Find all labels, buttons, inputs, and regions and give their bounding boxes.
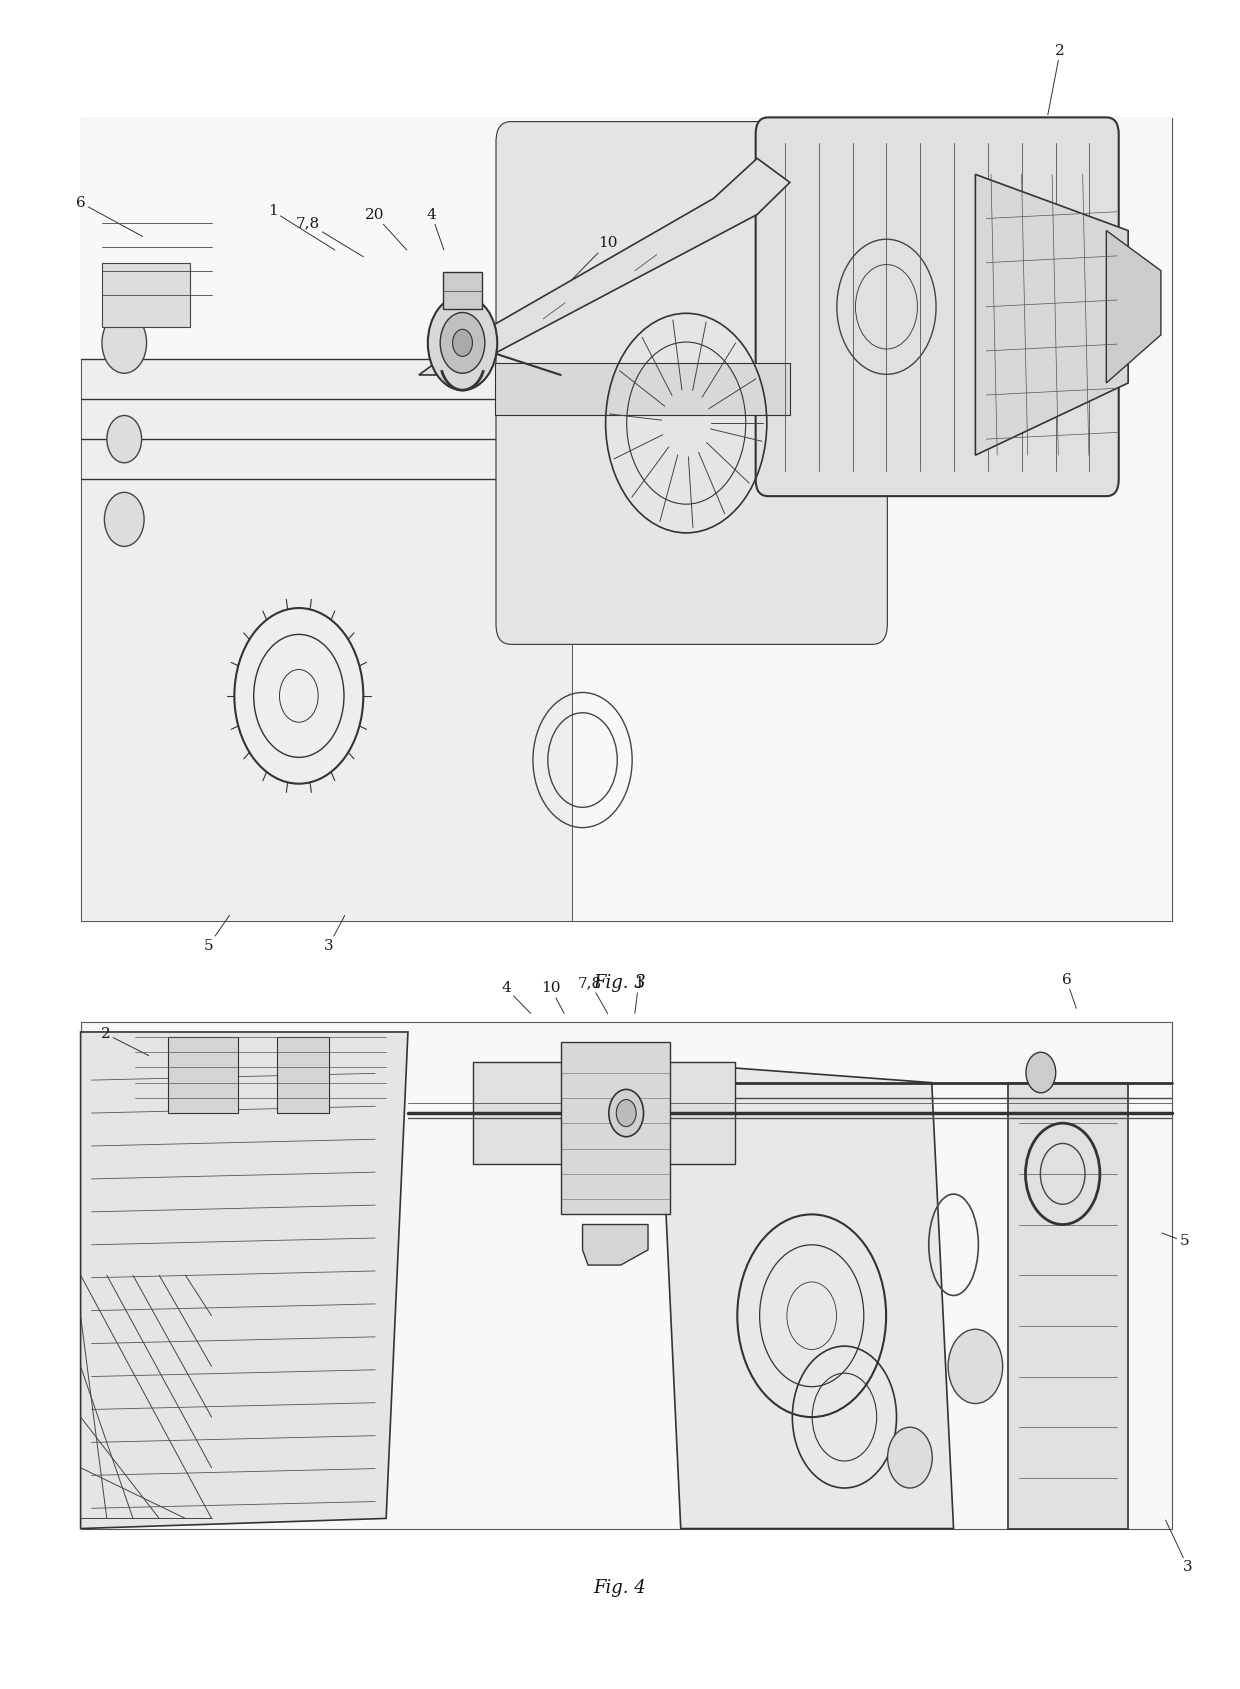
Circle shape (609, 1089, 644, 1137)
Text: 2: 2 (1048, 44, 1065, 115)
Circle shape (102, 312, 146, 373)
Circle shape (440, 312, 485, 373)
Bar (495, 363, 790, 415)
Text: Fig. 3: Fig. 3 (594, 975, 646, 991)
Circle shape (616, 1100, 636, 1127)
Text: 1: 1 (268, 204, 335, 250)
Polygon shape (976, 174, 1128, 456)
Circle shape (428, 296, 497, 390)
FancyBboxPatch shape (496, 122, 888, 645)
Circle shape (107, 415, 141, 463)
Polygon shape (658, 1062, 954, 1529)
Bar (277, 1037, 330, 1113)
Circle shape (949, 1329, 1003, 1404)
Bar (103, 263, 190, 328)
Text: 1: 1 (634, 976, 644, 1013)
Bar (1008, 1083, 1128, 1529)
Text: 4: 4 (501, 981, 531, 1013)
Circle shape (1025, 1052, 1055, 1093)
Text: 20: 20 (365, 208, 407, 250)
Bar (81, 118, 1172, 921)
Text: 7,8: 7,8 (578, 976, 608, 1013)
Text: 10: 10 (568, 236, 618, 284)
Text: 5: 5 (203, 915, 229, 953)
Text: 4: 4 (427, 208, 444, 250)
Text: 7,8: 7,8 (295, 216, 363, 257)
Text: 10: 10 (541, 981, 564, 1013)
Polygon shape (81, 1032, 408, 1529)
FancyBboxPatch shape (755, 118, 1118, 497)
Text: Fig. 4: Fig. 4 (594, 1579, 646, 1596)
Bar (81, 1022, 1172, 1529)
Text: 5: 5 (1162, 1233, 1189, 1248)
Text: 6: 6 (76, 196, 143, 236)
Polygon shape (1106, 230, 1161, 383)
Text: 2: 2 (100, 1027, 149, 1056)
Circle shape (104, 493, 144, 547)
Polygon shape (583, 1225, 649, 1265)
Text: 3: 3 (324, 915, 345, 953)
Bar (167, 1037, 238, 1113)
Text: 3: 3 (1166, 1520, 1193, 1574)
Text: 6: 6 (1061, 973, 1076, 1008)
Circle shape (453, 329, 472, 356)
Text: 20: 20 (595, 1073, 615, 1105)
Polygon shape (419, 159, 790, 375)
Bar (474, 1062, 735, 1164)
Circle shape (888, 1427, 932, 1488)
Bar (560, 1042, 670, 1214)
FancyBboxPatch shape (502, 130, 882, 637)
Bar (81, 118, 1172, 921)
Bar (81, 360, 572, 921)
FancyBboxPatch shape (443, 272, 482, 309)
